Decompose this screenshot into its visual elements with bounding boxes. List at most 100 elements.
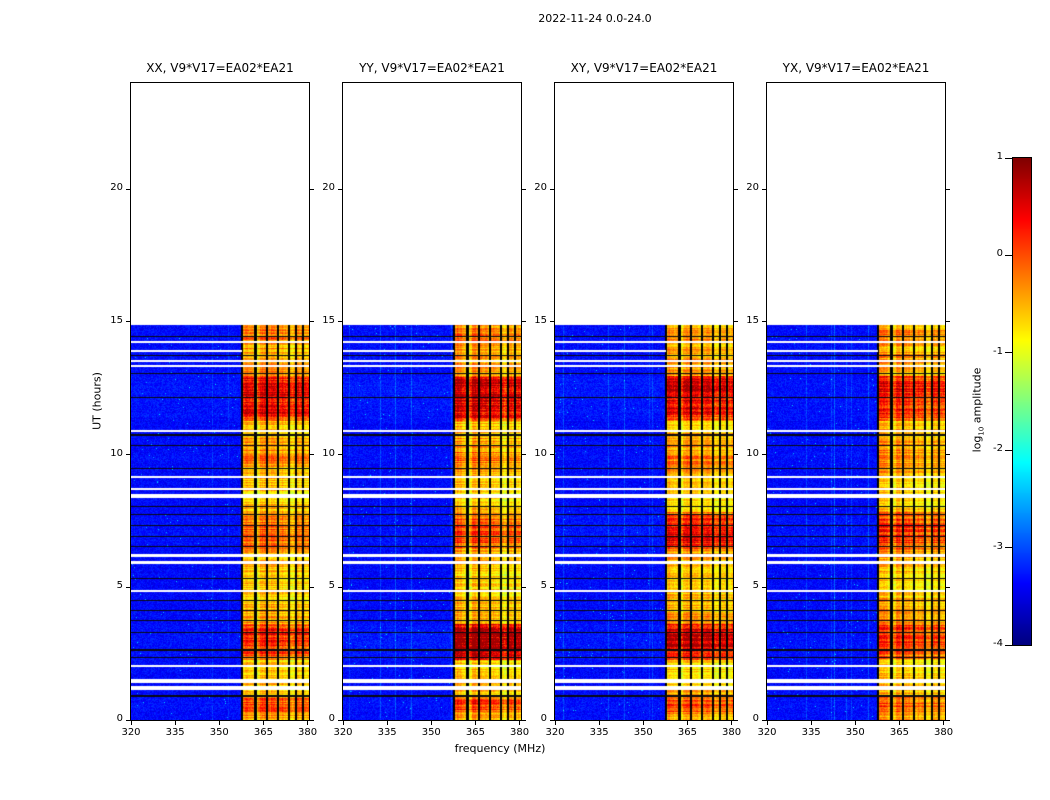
colorbar-tick-label: -1 [993, 345, 1003, 357]
y-tick [126, 321, 131, 323]
x-tick [854, 720, 856, 725]
x-tick [130, 720, 132, 725]
y-tick-label: 5 [116, 580, 123, 592]
y-tick-label: 15 [110, 314, 123, 326]
y-tick [338, 188, 343, 190]
spectrogram-panel-frame-xx [130, 82, 310, 721]
y-tick-label: 10 [534, 447, 547, 459]
y-tick [550, 321, 555, 323]
y-tick-right [945, 454, 950, 456]
spectrogram-panel-frame-yx [766, 82, 946, 721]
colorbar-tick-label: -2 [993, 443, 1003, 455]
y-tick [126, 586, 131, 588]
x-tick [519, 720, 521, 725]
y-tick [126, 719, 131, 721]
x-tick [218, 720, 220, 725]
x-tick [943, 720, 945, 725]
x-tick-label: 380 [721, 727, 742, 738]
y-tick [550, 454, 555, 456]
x-tick [554, 720, 556, 725]
colorbar-tick-label: 0 [996, 248, 1003, 260]
y-tick-right [733, 454, 738, 456]
y-tick [550, 188, 555, 190]
spectrogram-canvas-yy [343, 83, 521, 720]
colorbar-label: log10 amplitude [970, 368, 985, 453]
spectrogram-panel-frame-xy [554, 82, 734, 721]
y-tick [762, 586, 767, 588]
y-tick [550, 586, 555, 588]
y-tick-right [521, 321, 526, 323]
y-tick-right [945, 586, 950, 588]
x-tick-label: 335 [165, 727, 185, 738]
x-tick [262, 720, 264, 725]
y-tick-label: 0 [116, 713, 123, 724]
x-tick [731, 720, 733, 725]
y-tick-right [945, 719, 950, 721]
colorbar-tick-label: -3 [993, 540, 1003, 552]
y-tick-label: 5 [328, 580, 335, 592]
x-tick-label: 380 [933, 727, 954, 738]
colorbar-tick [1005, 547, 1012, 549]
x-tick-label: 365 [253, 727, 273, 738]
y-tick [338, 454, 343, 456]
y-tick-right [309, 321, 314, 323]
x-tick [898, 720, 900, 725]
x-tick-label: 335 [589, 727, 609, 738]
panel-title-yy: YY, V9*V17=EA02*EA21 [359, 61, 505, 75]
x-tick [686, 720, 688, 725]
x-tick-label: 365 [677, 727, 697, 738]
x-tick [430, 720, 432, 725]
x-tick [766, 720, 768, 725]
y-tick-label: 0 [752, 713, 759, 724]
colorbar-tick [1005, 157, 1012, 159]
y-tick-label: 20 [110, 182, 123, 194]
y-tick-right [521, 719, 526, 721]
y-tick-label: 20 [746, 182, 759, 194]
colorbar-tick [1005, 254, 1012, 256]
y-tick [762, 321, 767, 323]
y-tick-right [521, 586, 526, 588]
y-tick [762, 188, 767, 190]
x-tick [307, 720, 309, 725]
colorbar-label-suffix: amplitude [970, 367, 984, 427]
panel-title-xy: XY, V9*V17=EA02*EA21 [570, 61, 718, 75]
x-axis-label: frequency (MHz) [454, 742, 546, 755]
colorbar-canvas [1013, 158, 1031, 645]
y-tick-label: 20 [322, 182, 335, 194]
x-tick-label: 350 [633, 727, 653, 738]
y-tick [550, 719, 555, 721]
y-tick [762, 454, 767, 456]
colorbar-tick-label: 1 [996, 151, 1003, 162]
y-tick-right [309, 454, 314, 456]
y-tick [762, 719, 767, 721]
x-tick-label: 365 [889, 727, 909, 738]
x-tick [174, 720, 176, 725]
y-tick-label: 0 [328, 713, 335, 724]
y-tick [338, 321, 343, 323]
y-tick-label: 10 [746, 447, 759, 459]
y-tick [338, 586, 343, 588]
colorbar-tick [1005, 644, 1012, 646]
x-tick-label: 380 [297, 727, 318, 738]
y-tick-right [733, 719, 738, 721]
x-tick-label: 350 [421, 727, 441, 738]
y-tick-label: 10 [322, 447, 335, 459]
y-tick-label: 5 [752, 580, 759, 592]
y-tick-label: 5 [540, 580, 547, 592]
y-axis-label: UT (hours) [90, 372, 104, 430]
spectrogram-canvas-xx [131, 83, 309, 720]
y-tick-label: 15 [322, 314, 335, 326]
y-tick-right [945, 188, 950, 190]
x-tick-label: 365 [465, 727, 485, 738]
colorbar-tick [1005, 449, 1012, 451]
x-tick-label: 335 [377, 727, 397, 738]
y-tick-right [309, 719, 314, 721]
x-tick-label: 350 [209, 727, 229, 738]
y-tick-label: 15 [746, 314, 759, 326]
y-tick-right [945, 321, 950, 323]
figure-title: 2022-11-24 0.0-24.0 [538, 12, 652, 25]
x-tick-label: 380 [509, 727, 530, 738]
x-tick [474, 720, 476, 725]
y-tick [338, 719, 343, 721]
panel-title-yx: YX, V9*V17=EA02*EA21 [782, 61, 930, 75]
